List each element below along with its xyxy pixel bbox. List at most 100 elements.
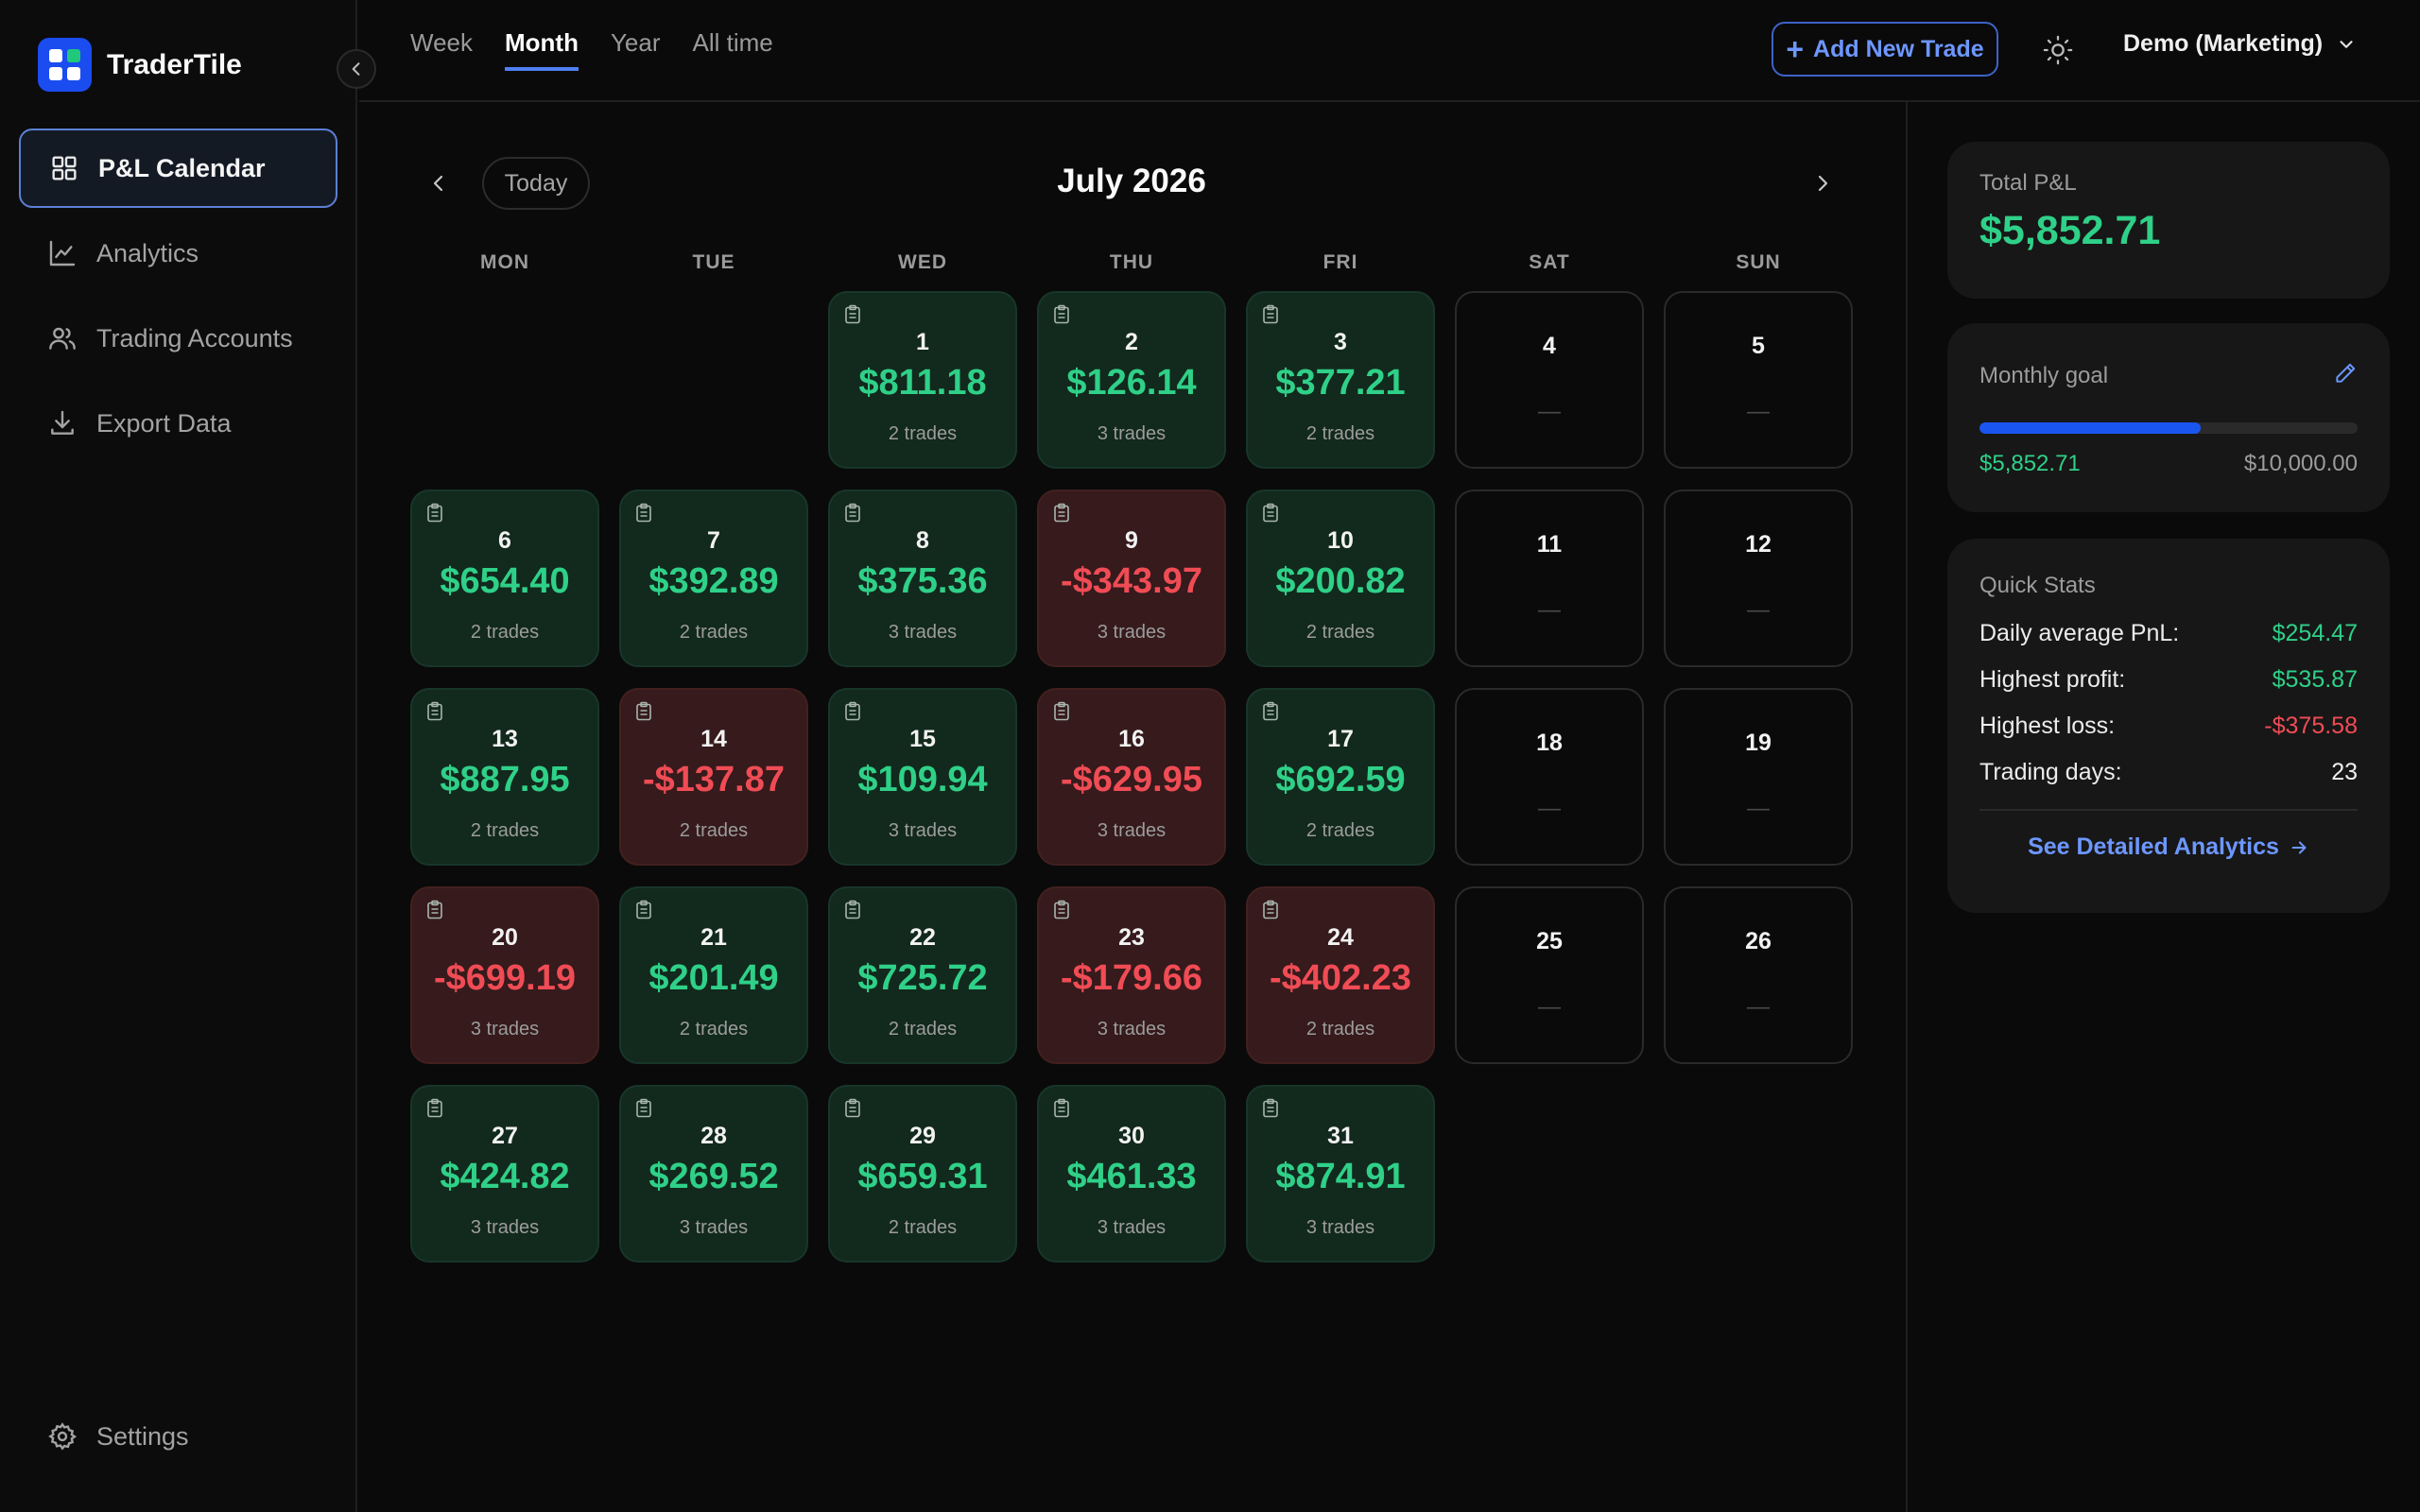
calendar-day-cell[interactable]: 18 — xyxy=(1455,688,1644,866)
sun-icon xyxy=(2043,35,2073,65)
clipboard-icon[interactable] xyxy=(634,701,653,722)
calendar-day-cell[interactable]: 26 — xyxy=(1664,886,1853,1064)
clipboard-icon[interactable] xyxy=(634,503,653,524)
calendar-day-cell[interactable]: 7 $392.89 2 trades xyxy=(619,490,808,667)
sidebar-nav: P&L Calendar Analytics Trading Accounts … xyxy=(19,129,337,469)
summary-panel: Total P&L $5,852.71 Monthly goal $5,852.… xyxy=(1906,102,2420,1512)
stat-value: $535.87 xyxy=(2272,666,2358,693)
sidebar-item-trading-accounts[interactable]: Trading Accounts xyxy=(19,299,337,378)
clipboard-icon[interactable] xyxy=(1052,701,1071,722)
clipboard-icon[interactable] xyxy=(1261,701,1280,722)
clipboard-icon[interactable] xyxy=(1052,304,1071,325)
clipboard-icon[interactable] xyxy=(1261,304,1280,325)
account-selector[interactable]: Demo (Marketing) xyxy=(2123,30,2357,58)
calendar-day-cell[interactable]: 24 -$402.23 2 trades xyxy=(1246,886,1435,1064)
calendar-day-cell[interactable]: 31 $874.91 3 trades xyxy=(1246,1085,1435,1263)
calendar-day-cell[interactable]: 6 $654.40 2 trades xyxy=(410,490,599,667)
next-month-button[interactable] xyxy=(1804,164,1841,202)
clipboard-icon[interactable] xyxy=(843,304,862,325)
sidebar: TraderTile P&L Calendar Analytics Tradin… xyxy=(0,0,357,1512)
clipboard-icon[interactable] xyxy=(843,503,862,524)
day-pnl: $725.72 xyxy=(857,958,988,998)
calendar-day-cell[interactable]: 11 — xyxy=(1455,490,1644,667)
calendar-day-cell[interactable]: 8 $375.36 3 trades xyxy=(828,490,1017,667)
day-pnl: -$629.95 xyxy=(1060,760,1202,799)
goal-current-value: $5,852.71 xyxy=(1979,451,2081,476)
clipboard-icon[interactable] xyxy=(843,900,862,920)
day-trade-count: 2 trades xyxy=(888,423,958,444)
no-trades-marker: — xyxy=(1747,597,1770,623)
clipboard-icon[interactable] xyxy=(425,900,444,920)
day-number: 3 xyxy=(1334,329,1347,355)
no-trades-marker: — xyxy=(1538,796,1561,821)
calendar-day-cell[interactable]: 27 $424.82 3 trades xyxy=(410,1085,599,1263)
calendar-day-cell[interactable]: 28 $269.52 3 trades xyxy=(619,1085,808,1263)
day-number: 17 xyxy=(1327,726,1354,752)
calendar-day-cell[interactable]: 3 $377.21 2 trades xyxy=(1246,291,1435,469)
clipboard-icon[interactable] xyxy=(425,503,444,524)
period-tabs: Week Month Year All time xyxy=(410,28,773,71)
calendar-day-cell[interactable]: 1 $811.18 2 trades xyxy=(828,291,1017,469)
day-pnl: $692.59 xyxy=(1275,760,1406,799)
day-number: 18 xyxy=(1536,730,1563,756)
calendar-day-cell[interactable]: 19 — xyxy=(1664,688,1853,866)
today-button[interactable]: Today xyxy=(482,157,590,210)
clipboard-icon[interactable] xyxy=(634,1098,653,1119)
calendar-day-cell[interactable]: 13 $887.95 2 trades xyxy=(410,688,599,866)
total-pl-card: Total P&L $5,852.71 xyxy=(1947,142,2390,299)
calendar-day-cell[interactable]: 15 $109.94 3 trades xyxy=(828,688,1017,866)
day-trade-count: 2 trades xyxy=(888,1217,958,1238)
calendar-day-cell[interactable]: 29 $659.31 2 trades xyxy=(828,1085,1017,1263)
calendar-day-cell[interactable]: 9 -$343.97 3 trades xyxy=(1037,490,1226,667)
tab-year[interactable]: Year xyxy=(610,28,661,57)
brand[interactable]: TraderTile xyxy=(38,38,242,92)
clipboard-icon[interactable] xyxy=(1052,1098,1071,1119)
prev-month-button[interactable] xyxy=(420,164,458,202)
day-trade-count: 3 trades xyxy=(888,622,958,643)
calendar-day-cell[interactable]: 22 $725.72 2 trades xyxy=(828,886,1017,1064)
day-trade-count: 2 trades xyxy=(1305,1019,1375,1040)
tab-all-time[interactable]: All time xyxy=(692,28,773,57)
sidebar-item-settings[interactable]: Settings xyxy=(19,1397,337,1476)
clipboard-icon[interactable] xyxy=(1261,1098,1280,1119)
clipboard-icon[interactable] xyxy=(634,900,653,920)
sidebar-item-export-data[interactable]: Export Data xyxy=(19,384,337,463)
clipboard-icon[interactable] xyxy=(425,701,444,722)
edit-goal-button[interactable] xyxy=(2333,361,2358,390)
clipboard-icon[interactable] xyxy=(1052,900,1071,920)
sidebar-item-pl-calendar[interactable]: P&L Calendar xyxy=(19,129,337,208)
calendar-day-cell[interactable]: 5— xyxy=(1664,291,1853,469)
day-pnl: $874.91 xyxy=(1275,1157,1406,1196)
calendar-day-cell[interactable]: 25 — xyxy=(1455,886,1644,1064)
clipboard-icon[interactable] xyxy=(425,1098,444,1119)
calendar-day-cell[interactable]: 23 -$179.66 3 trades xyxy=(1037,886,1226,1064)
calendar-day-cell[interactable]: 21 $201.49 2 trades xyxy=(619,886,808,1064)
see-detailed-analytics-link[interactable]: See Detailed Analytics xyxy=(1979,833,2358,861)
collapse-sidebar-button[interactable] xyxy=(337,49,376,89)
day-pnl: $269.52 xyxy=(648,1157,779,1196)
clipboard-icon[interactable] xyxy=(843,1098,862,1119)
clipboard-icon[interactable] xyxy=(1052,503,1071,524)
calendar-day-cell[interactable]: 10 $200.82 2 trades xyxy=(1246,490,1435,667)
clipboard-icon[interactable] xyxy=(843,701,862,722)
calendar-day-cell[interactable]: 17 $692.59 2 trades xyxy=(1246,688,1435,866)
calendar-day-cell[interactable]: 14 -$137.87 2 trades xyxy=(619,688,808,866)
calendar-day-cell[interactable]: 20 -$699.19 3 trades xyxy=(410,886,599,1064)
day-pnl: -$137.87 xyxy=(642,760,785,799)
clipboard-icon[interactable] xyxy=(1261,900,1280,920)
tab-month[interactable]: Month xyxy=(505,28,579,71)
clipboard-icon[interactable] xyxy=(1261,503,1280,524)
calendar-day-cell[interactable]: 12 — xyxy=(1664,490,1853,667)
calendar-day-cell[interactable]: 2 $126.14 3 trades xyxy=(1037,291,1226,469)
tab-week[interactable]: Week xyxy=(410,28,473,57)
theme-toggle-button[interactable] xyxy=(2042,34,2074,66)
add-new-trade-button[interactable]: + Add New Trade xyxy=(1772,22,1998,77)
weekday-label: SAT xyxy=(1529,251,1570,273)
day-number: 5 xyxy=(1752,333,1765,359)
day-trade-count: 2 trades xyxy=(470,622,540,643)
calendar-day-cell[interactable]: 16 -$629.95 3 trades xyxy=(1037,688,1226,866)
calendar-day-cell[interactable]: 30 $461.33 3 trades xyxy=(1037,1085,1226,1263)
day-trade-count: 2 trades xyxy=(679,820,749,841)
sidebar-item-analytics[interactable]: Analytics xyxy=(19,214,337,293)
calendar-day-cell[interactable]: 4— xyxy=(1455,291,1644,469)
